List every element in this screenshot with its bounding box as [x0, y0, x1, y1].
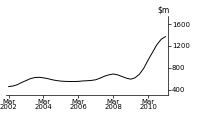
Text: $m: $m [157, 5, 169, 14]
